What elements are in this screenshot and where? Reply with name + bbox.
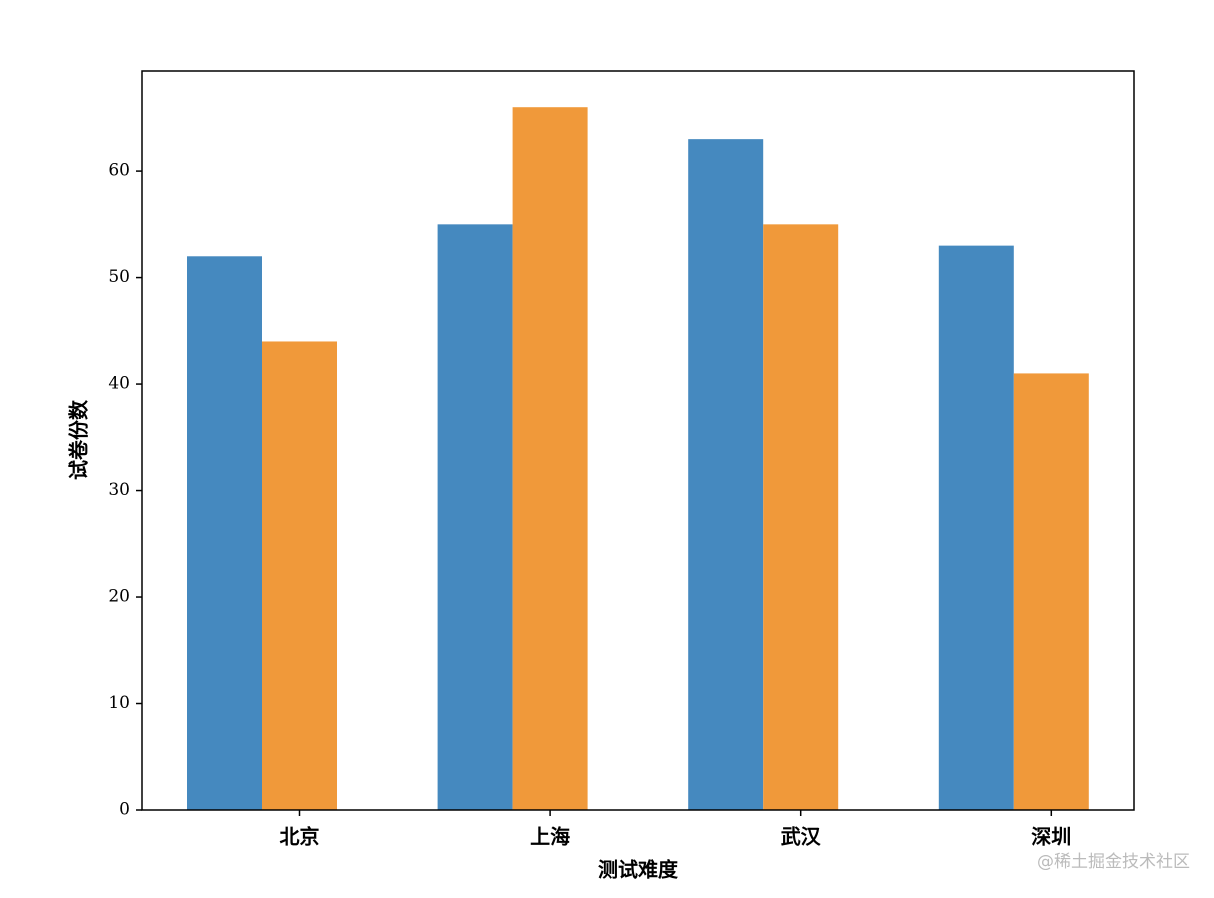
bar [938,245,1014,810]
y-tick-label: 0 [119,800,130,820]
x-tick-label: 上海 [530,825,570,849]
bar [512,107,588,811]
x-axis-label: 测试难度 [598,858,679,882]
bar [1013,373,1089,810]
watermark: @稀土掘金技术社区 [1037,852,1190,872]
y-tick-label: 10 [108,693,130,713]
x-tick-label: 北京 [280,825,320,849]
y-tick-label: 50 [108,267,130,287]
bar [262,341,337,810]
bar [187,256,262,810]
y-tick-label: 40 [108,374,130,394]
x-tick-label: 深圳 [1031,825,1071,849]
bar [688,139,764,811]
y-tick-label: 30 [108,480,130,500]
y-tick-label: 60 [108,161,130,181]
bar [763,224,839,811]
y-axis-label: 试卷份数 [67,399,91,480]
bar [437,224,513,811]
plot-frame [141,70,1135,811]
y-tick-label: 20 [108,587,130,607]
x-tick-label: 武汉 [781,825,822,849]
